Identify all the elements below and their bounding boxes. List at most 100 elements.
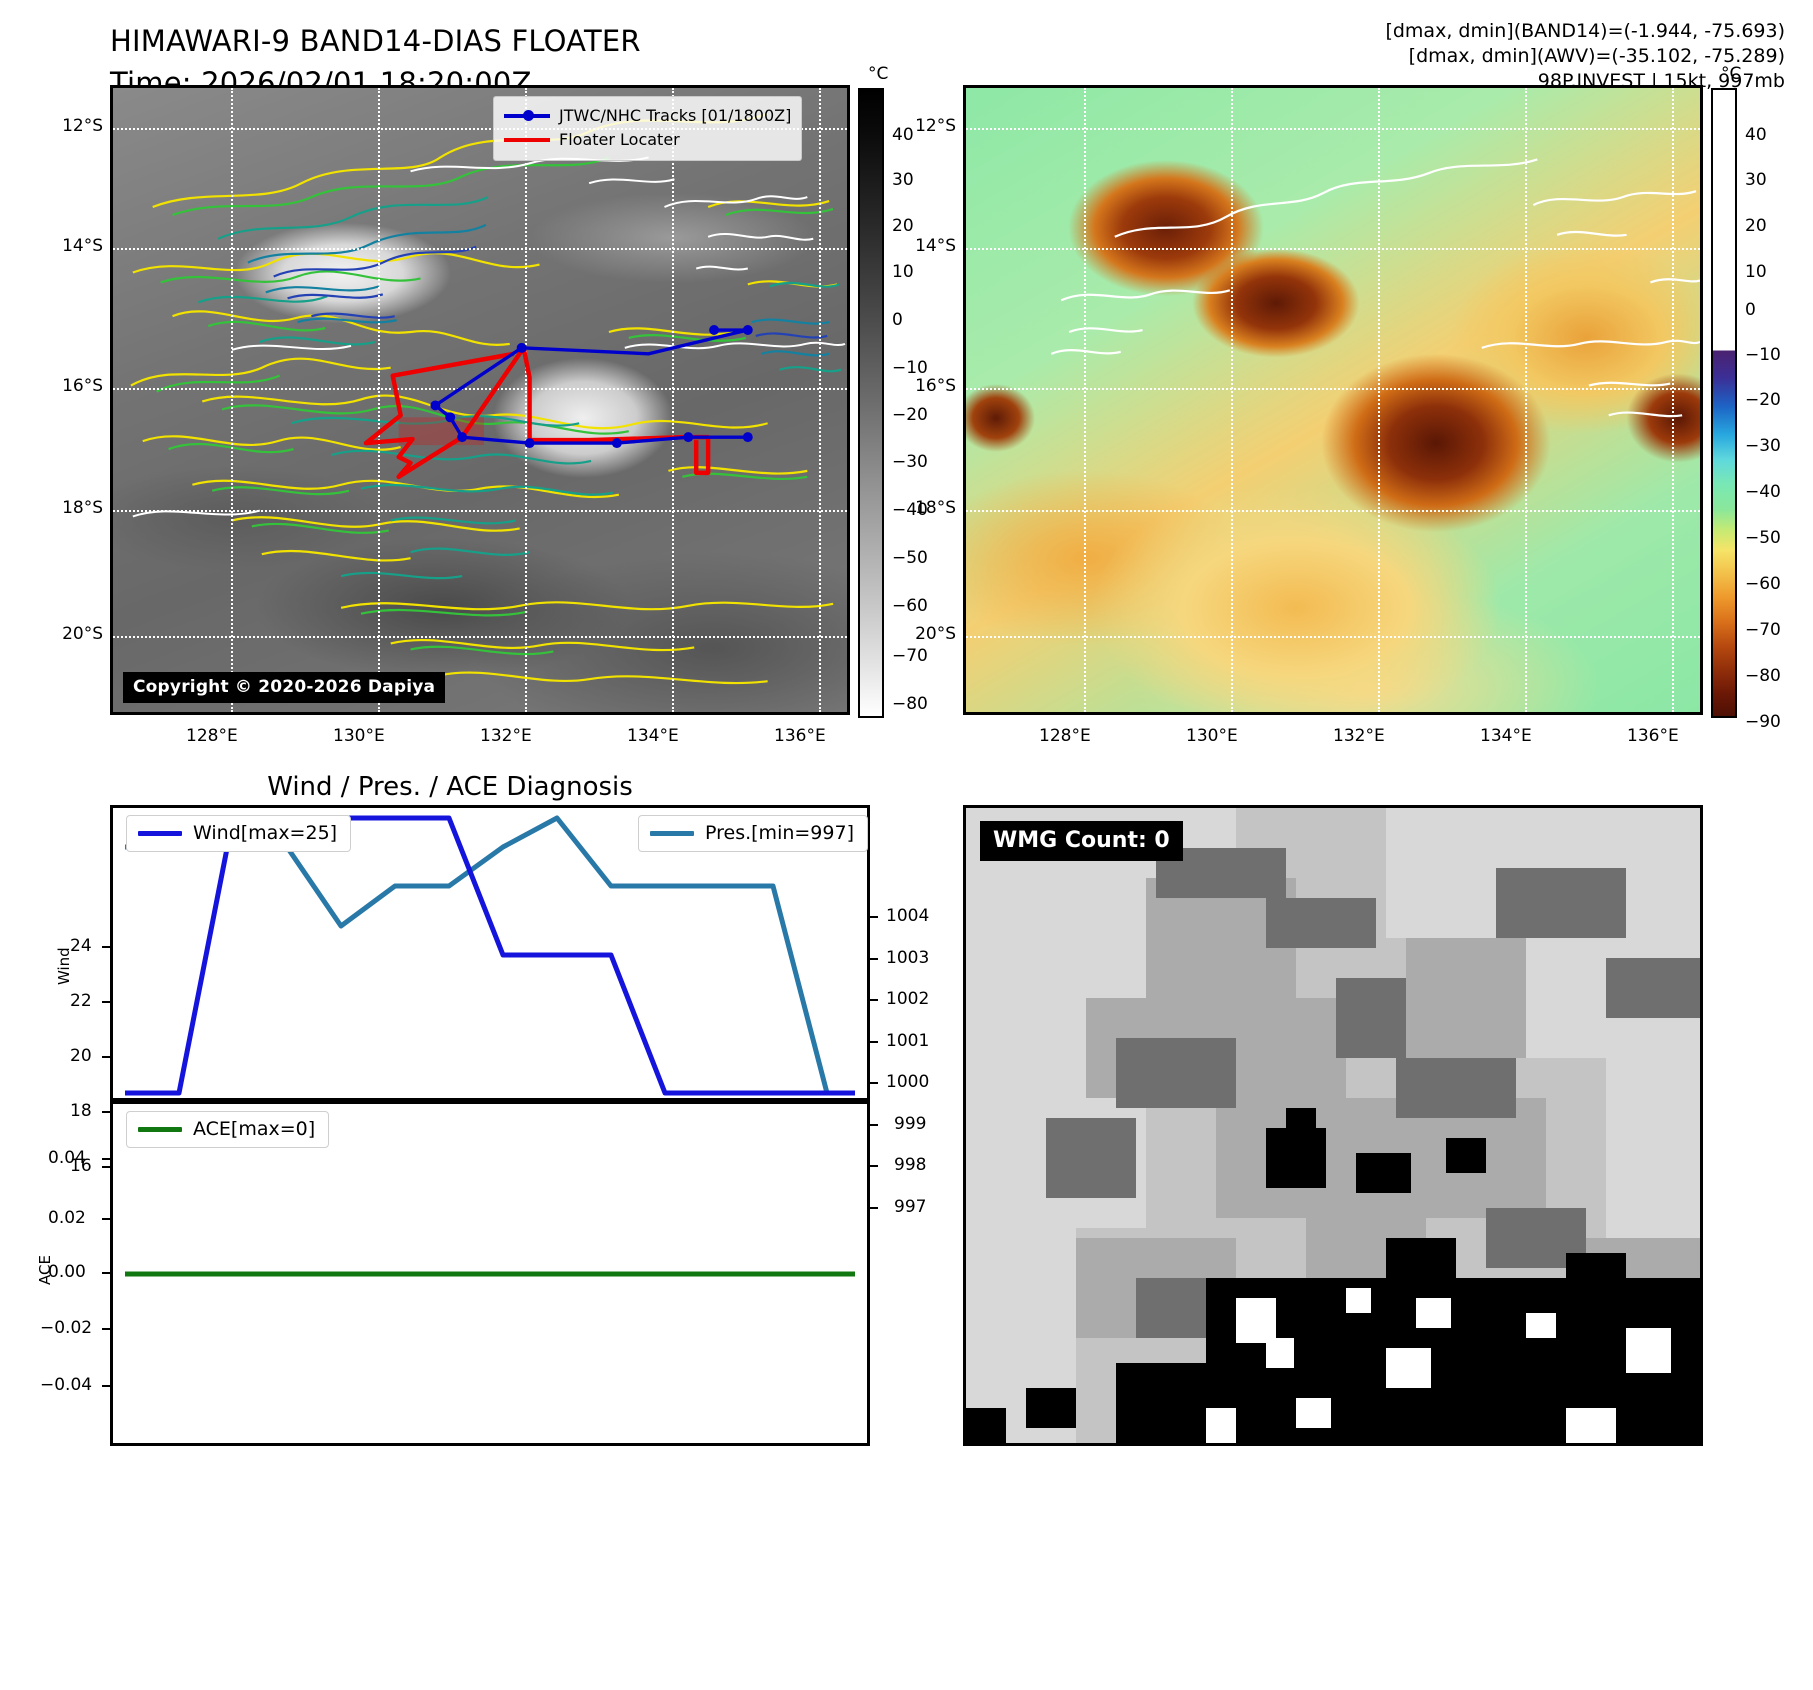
gridline-lat-12 (113, 128, 847, 130)
ir-colorbar (858, 88, 884, 718)
gridline-lon-130 (378, 88, 380, 712)
gridline-lon-132 (525, 88, 527, 712)
header-statistics: [dmax, dmin](BAND14)=(-1.944, -75.693) [… (1385, 19, 1785, 94)
ace-ytick-004: 0.04 (48, 1148, 86, 1168)
pres-tickmark-1003 (869, 958, 878, 960)
pres-tickmark-998 (869, 1165, 878, 1167)
ir-lat-tick-12: 12°S (62, 116, 103, 136)
pres-tickmark-1001 (869, 1041, 878, 1043)
wind-tickmark-18 (102, 1111, 111, 1113)
ace-tickmark-m002 (102, 1328, 111, 1330)
wind-tickmark-22 (102, 1001, 111, 1003)
ir-cbar-tick-m50: −50 (892, 548, 928, 568)
awv-lon-tick-136: 136°E (1627, 726, 1679, 746)
band14-range: [dmax, dmin](BAND14)=(-1.944, -75.693) (1385, 20, 1785, 42)
wind-legend[interactable]: Wind[max=25] (126, 815, 352, 852)
ace-ytick-002: 0.02 (48, 1208, 86, 1228)
wind-legend-swatch (138, 830, 182, 836)
gridline-lat-20 (113, 636, 847, 638)
pres-tickmark-1002 (869, 999, 878, 1001)
wind-pressure-chart[interactable] (110, 805, 870, 1101)
ace-legend[interactable]: ACE[max=0] (126, 1111, 330, 1148)
ir-cbar-tick-m70: −70 (892, 646, 928, 666)
gridline-lon-136 (819, 88, 821, 712)
ace-tickmark-004 (102, 1158, 111, 1160)
pres-ytick-1002: 1002 (886, 989, 930, 1009)
ir-lon-tick-134: 134°E (627, 726, 679, 746)
awv-lon-tick-130: 130°E (1186, 726, 1238, 746)
ace-legend-label: ACE[max=0] (193, 1118, 316, 1140)
diagnosis-panel-title: Wind / Pres. / ACE Diagnosis (267, 772, 633, 802)
pres-tickmark-1004 (869, 916, 878, 918)
ace-tickmark-m004 (102, 1385, 111, 1387)
wind-ytick-22: 22 (70, 991, 92, 1011)
water-vapor-satellite-map[interactable] (963, 85, 1703, 715)
pres-ytick-999: 999 (894, 1114, 927, 1134)
storm-track-overlay[interactable] (113, 88, 847, 713)
awv-colorbar (1711, 88, 1737, 718)
pres-ytick-998: 998 (894, 1155, 927, 1175)
gridline-lat-18 (113, 510, 847, 512)
awv-cbar-tick-m90: −90 (1745, 712, 1781, 732)
gridline-lon-128 (1084, 88, 1086, 712)
awv-imagery (966, 88, 1700, 712)
awv-cbar-tick-m30: −30 (1745, 436, 1781, 456)
wmg-cloud-cluster-panel[interactable]: WMG Count: 0 (963, 805, 1703, 1446)
awv-cbar-tick-m80: −80 (1745, 666, 1781, 686)
awv-cbar-tick-m40: −40 (1745, 482, 1781, 502)
wind-ytick-16: 16 (70, 1156, 92, 1176)
gridline-lon-132 (1378, 88, 1380, 712)
ir-cbar-tick-m60: −60 (892, 596, 928, 616)
gridline-lon-130 (1231, 88, 1233, 712)
ace-ytick-m002: −0.02 (40, 1318, 93, 1338)
awv-lat-tick-20: 20°S (915, 624, 956, 644)
pres-ytick-1003: 1003 (886, 948, 930, 968)
pres-tickmark-1000 (869, 1082, 878, 1084)
ace-legend-swatch (138, 1126, 182, 1132)
pressure-series-line (125, 815, 855, 1096)
gridline-lat-20 (966, 636, 1700, 638)
satellite-product-title: HIMAWARI-9 BAND14-DIAS FLOATER (110, 24, 641, 58)
wmg-quantized-imagery (966, 808, 1700, 1443)
legend-label-jtwc: JTWC/NHC Tracks [01/1800Z] (559, 106, 792, 125)
awv-cbar-tick-30: 30 (1745, 170, 1767, 190)
pres-ytick-997: 997 (894, 1197, 927, 1217)
page-title: HIMAWARI-9 BAND14-DIAS FLOATER Time: 202… (110, 20, 641, 104)
pres-ytick-1004: 1004 (886, 906, 930, 926)
awv-lon-tick-128: 128°E (1039, 726, 1091, 746)
ir-imagery (113, 88, 847, 712)
pres-ytick-1001: 1001 (886, 1031, 930, 1051)
ir-cbar-tick-m20: −20 (892, 405, 928, 425)
ir-lat-tick-18: 18°S (62, 498, 103, 518)
awv-lat-tick-16: 16°S (915, 376, 956, 396)
gridline-lon-128 (231, 88, 233, 712)
ir-lat-tick-14: 14°S (62, 236, 103, 256)
ace-ytick-000: 0.00 (48, 1262, 86, 1282)
ir-cbar-tick-0: 0 (892, 310, 903, 330)
wind-ytick-24: 24 (70, 936, 92, 956)
wind-ytick-20: 20 (70, 1046, 92, 1066)
awv-lat-tick-12: 12°S (915, 116, 956, 136)
gridline-lat-14 (113, 248, 847, 250)
ir-cbar-tick-m10: −10 (892, 358, 928, 378)
ace-chart[interactable] (110, 1101, 870, 1446)
awv-cbar-tick-10: 10 (1745, 262, 1767, 282)
legend-item-jtwc-track: JTWC/NHC Tracks [01/1800Z] (504, 104, 791, 128)
awv-coastline-overlay (1050, 158, 1700, 418)
wind-ytick-18: 18 (70, 1101, 92, 1121)
awv-cbar-tick-0: 0 (1745, 300, 1756, 320)
ir-lon-tick-132: 132°E (480, 726, 532, 746)
infrared-satellite-map[interactable]: JTWC/NHC Tracks [01/1800Z] Floater Locat… (110, 85, 850, 715)
wind-tickmark-20 (102, 1056, 111, 1058)
pressure-legend[interactable]: Pres.[min=997] (638, 815, 868, 852)
gridline-lat-12 (966, 128, 1700, 130)
ir-contour-overlay (130, 112, 846, 688)
wind-legend-label: Wind[max=25] (193, 822, 338, 844)
legend-label-floater: Floater Locater (559, 130, 680, 149)
gridline-lat-18 (966, 510, 1700, 512)
awv-colorbar-unit: °C (1721, 64, 1742, 84)
pressure-legend-label: Pres.[min=997] (705, 822, 854, 844)
wmg-count-badge: WMG Count: 0 (980, 821, 1183, 861)
ace-tickmark-002 (102, 1218, 111, 1220)
awv-lon-tick-134: 134°E (1480, 726, 1532, 746)
